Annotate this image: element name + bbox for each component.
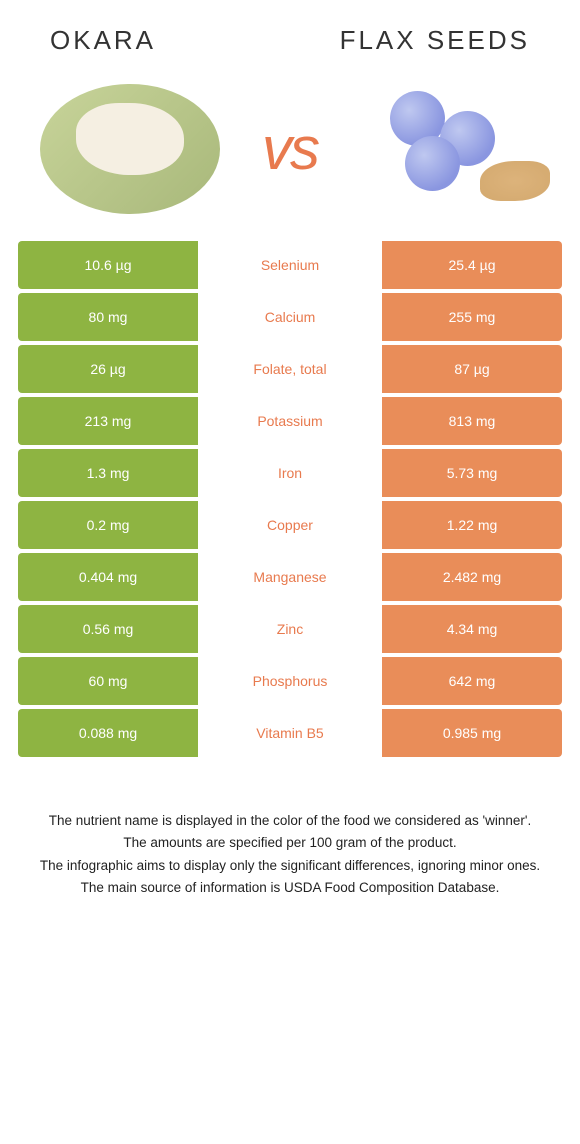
- table-row: 1.3 mgIron5.73 mg: [18, 449, 562, 497]
- nutrient-name-cell: Copper: [198, 501, 382, 549]
- right-value-cell: 87 µg: [382, 345, 562, 393]
- table-row: 0.088 mgVitamin B50.985 mg: [18, 709, 562, 757]
- nutrient-name-cell: Calcium: [198, 293, 382, 341]
- right-value-cell: 25.4 µg: [382, 241, 562, 289]
- nutrient-name-cell: Zinc: [198, 605, 382, 653]
- left-food-title: Okara: [50, 25, 156, 56]
- right-value-cell: 255 mg: [382, 293, 562, 341]
- left-value-cell: 10.6 µg: [18, 241, 198, 289]
- footer-line: The infographic aims to display only the…: [35, 856, 545, 876]
- nutrient-name-cell: Folate, total: [198, 345, 382, 393]
- footer-line: The amounts are specified per 100 gram o…: [35, 833, 545, 853]
- right-value-cell: 642 mg: [382, 657, 562, 705]
- left-value-cell: 0.088 mg: [18, 709, 198, 757]
- right-value-cell: 813 mg: [382, 397, 562, 445]
- left-value-cell: 0.2 mg: [18, 501, 198, 549]
- nutrient-name-cell: Vitamin B5: [198, 709, 382, 757]
- table-row: 80 mgCalcium255 mg: [18, 293, 562, 341]
- right-value-cell: 2.482 mg: [382, 553, 562, 601]
- comparison-table: 10.6 µgSelenium25.4 µg80 mgCalcium255 mg…: [0, 241, 580, 757]
- table-row: 10.6 µgSelenium25.4 µg: [18, 241, 562, 289]
- left-value-cell: 26 µg: [18, 345, 198, 393]
- vs-label: vs: [262, 114, 318, 183]
- okara-image: [30, 76, 230, 221]
- nutrient-name-cell: Selenium: [198, 241, 382, 289]
- footer-notes: The nutrient name is displayed in the co…: [0, 761, 580, 898]
- footer-line: The main source of information is USDA F…: [35, 878, 545, 898]
- right-food-title: Flax Seeds: [340, 25, 530, 56]
- nutrient-name-cell: Iron: [198, 449, 382, 497]
- right-value-cell: 0.985 mg: [382, 709, 562, 757]
- left-value-cell: 80 mg: [18, 293, 198, 341]
- left-value-cell: 0.404 mg: [18, 553, 198, 601]
- right-value-cell: 5.73 mg: [382, 449, 562, 497]
- footer-line: The nutrient name is displayed in the co…: [35, 811, 545, 831]
- table-row: 0.404 mgManganese2.482 mg: [18, 553, 562, 601]
- left-value-cell: 1.3 mg: [18, 449, 198, 497]
- table-row: 26 µgFolate, total87 µg: [18, 345, 562, 393]
- flax-image: [350, 76, 550, 221]
- left-value-cell: 0.56 mg: [18, 605, 198, 653]
- left-value-cell: 60 mg: [18, 657, 198, 705]
- right-value-cell: 4.34 mg: [382, 605, 562, 653]
- nutrient-name-cell: Manganese: [198, 553, 382, 601]
- table-row: 0.56 mgZinc4.34 mg: [18, 605, 562, 653]
- table-row: 213 mgPotassium813 mg: [18, 397, 562, 445]
- left-value-cell: 213 mg: [18, 397, 198, 445]
- nutrient-name-cell: Phosphorus: [198, 657, 382, 705]
- right-value-cell: 1.22 mg: [382, 501, 562, 549]
- nutrient-name-cell: Potassium: [198, 397, 382, 445]
- table-row: 0.2 mgCopper1.22 mg: [18, 501, 562, 549]
- header: Okara Flax Seeds: [0, 0, 580, 66]
- images-row: vs: [0, 66, 580, 241]
- table-row: 60 mgPhosphorus642 mg: [18, 657, 562, 705]
